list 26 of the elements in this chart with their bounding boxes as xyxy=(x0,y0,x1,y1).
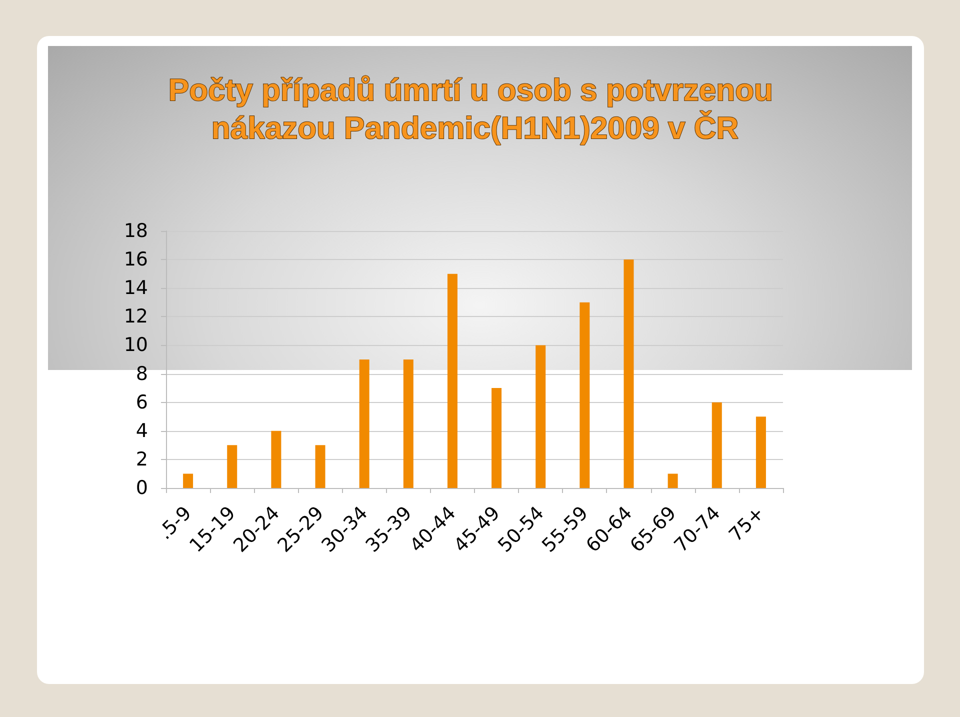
bar xyxy=(227,445,238,488)
bar xyxy=(756,416,766,488)
bar xyxy=(668,474,678,488)
y-tick-label: 10 xyxy=(124,334,148,356)
bar xyxy=(271,430,282,488)
bar xyxy=(536,345,546,488)
bar xyxy=(359,360,370,488)
y-tick-label: 14 xyxy=(124,277,148,300)
bar xyxy=(580,302,590,488)
y-tick-label: 6 xyxy=(136,391,148,414)
y-tick-label: 18 xyxy=(124,220,148,242)
x-tick-label: 75+ xyxy=(724,502,769,546)
bar xyxy=(403,360,414,488)
y-tick-label: 12 xyxy=(124,306,148,328)
bar xyxy=(712,402,722,488)
bar xyxy=(183,474,194,488)
bar xyxy=(624,260,634,488)
y-tick-label: 8 xyxy=(136,362,148,385)
y-tick-label: 0 xyxy=(136,477,148,499)
bar xyxy=(315,445,326,488)
bar xyxy=(447,274,458,488)
y-tick-label: 16 xyxy=(124,248,148,271)
bar xyxy=(492,388,502,488)
y-tick-label: 2 xyxy=(136,448,148,470)
y-tick-label: 4 xyxy=(136,420,148,442)
chart-title: Počty případů úmrtí u osob s potvrzenou nákazou Pandemic(H1N1)2009 v ČR xyxy=(168,72,782,146)
